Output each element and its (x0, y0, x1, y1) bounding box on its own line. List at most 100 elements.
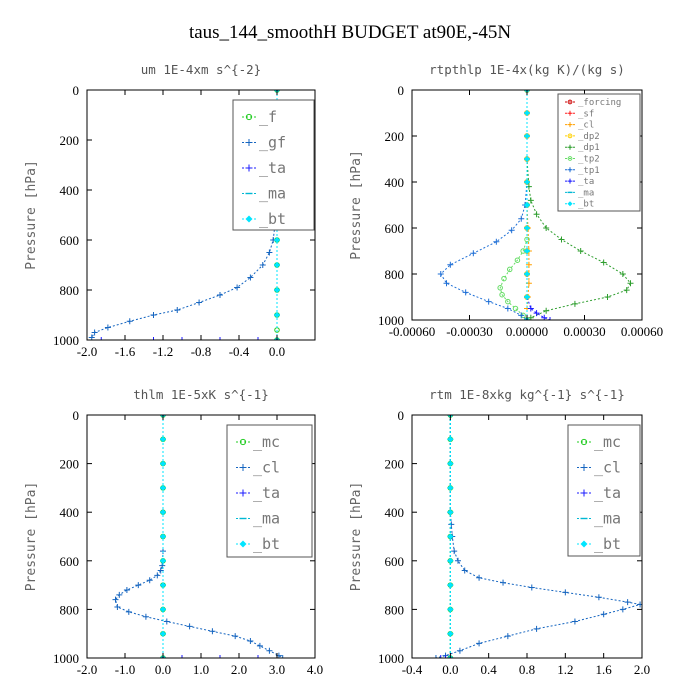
data-point (447, 436, 454, 443)
y-tick-label: 600 (60, 233, 80, 248)
data-point (524, 271, 530, 277)
data-point (91, 329, 98, 336)
data-point (623, 287, 630, 294)
data-point (217, 337, 223, 340)
data-point (160, 606, 166, 613)
legend-marker (567, 99, 573, 105)
data-point (527, 305, 534, 312)
x-tick-label: 1.0 (193, 662, 209, 677)
data-point (627, 280, 634, 287)
legend: _forcing_sf _cl_dp2_dp1 _tp2_tp1_ta_ma _bt (557, 93, 641, 212)
x-tick-label: 0.00030 (563, 324, 605, 339)
data-point (150, 337, 157, 340)
data-point (126, 318, 133, 325)
chart-panel-3: thlm 1E-5xK s^{-1} -2.0 -1.0 0.0 1.0 2.0 3.0 4.… (24, 387, 323, 677)
data-point (437, 271, 444, 277)
x-tick-label: -0.00030 (446, 324, 493, 339)
legend-marker (580, 489, 588, 497)
legend-label: _ta (594, 484, 621, 502)
legend-label: _dp1 (578, 143, 600, 153)
series-bt (160, 415, 166, 658)
series-bt (447, 415, 454, 658)
data-point (259, 262, 266, 268)
series-line (526, 90, 551, 320)
data-point (160, 509, 166, 516)
legend-marker (580, 540, 588, 548)
legend-marker (245, 139, 253, 146)
panel-title: thlm 1E-5xK s^{-1} (133, 387, 268, 402)
data-point (501, 275, 507, 282)
data-point (443, 280, 450, 287)
data-point (518, 215, 525, 222)
legend-marker (567, 110, 573, 116)
x-tick-label: 4.0 (307, 662, 323, 677)
data-point (447, 630, 454, 637)
y-tick-label: 800 (60, 602, 80, 617)
data-point (437, 655, 444, 658)
data-point (114, 603, 121, 610)
data-point (160, 557, 166, 564)
data-point (524, 225, 530, 231)
data-point (455, 557, 461, 564)
y-tick-label: 200 (60, 133, 80, 148)
legend-label: _bt (253, 535, 280, 553)
y-tick-label: 600 (385, 221, 405, 236)
data-point (533, 625, 540, 632)
data-point (256, 642, 263, 649)
chart-panel-2: rtpthlp 1E-4x(kg K)/(kg s) -0.00060 -0.000… (349, 62, 663, 339)
legend-label: _bt (259, 210, 286, 228)
legend-marker (239, 464, 247, 471)
data-point (619, 271, 626, 277)
legend-marker (239, 438, 247, 446)
legend-label: _tp2 (578, 155, 600, 165)
y-tick-label: 800 (60, 283, 80, 298)
data-point (547, 317, 553, 320)
y-tick-label: 400 (385, 505, 405, 520)
data-point (160, 460, 166, 467)
data-point (266, 647, 273, 654)
legend-marker (567, 133, 573, 139)
data-point (528, 584, 535, 591)
y-tick-label: 400 (60, 505, 80, 520)
x-tick-label: -1.2 (153, 344, 174, 359)
y-tick-label: 1000 (53, 651, 79, 666)
chart-panel-4: rtm 1E-8xkg kg^{-1} s^{-1} -0.4 0.0 0.4 0.8 1… (349, 387, 650, 677)
legend-label: _cl (578, 121, 594, 131)
x-tick-label: 0.0 (442, 662, 458, 677)
legend-label: _cl (253, 459, 280, 477)
data-point (179, 337, 185, 340)
x-tick-label: -2.0 (77, 344, 98, 359)
data-point (451, 548, 458, 555)
data-point (462, 289, 469, 296)
data-point (232, 633, 239, 640)
legend-label: _ta (578, 177, 594, 187)
legend-marker (580, 464, 588, 471)
legend-box (226, 424, 313, 558)
y-tick-label: 200 (385, 457, 405, 472)
series-tp1 (437, 90, 530, 320)
y-axis-label: Pressure [hPa] (349, 482, 364, 592)
data-point (448, 521, 455, 528)
data-point (125, 608, 132, 615)
panel-title: rtm 1E-8xkg kg^{-1} s^{-1} (429, 387, 625, 402)
y-tick-label: 600 (60, 554, 80, 569)
x-tick-label: 0.00060 (621, 324, 663, 339)
data-point (562, 589, 569, 596)
data-point (527, 197, 534, 204)
x-tick-label: 0.0 (155, 662, 171, 677)
series-line (440, 90, 528, 320)
data-point (146, 577, 153, 584)
legend-label: _ma (594, 510, 621, 528)
data-point (274, 262, 280, 268)
data-point (604, 294, 611, 300)
data-point (247, 637, 254, 644)
data-point (432, 655, 439, 658)
y-tick-label: 800 (385, 267, 405, 282)
legend-box (567, 424, 641, 557)
legend-label: _ma (578, 188, 594, 198)
data-point (543, 307, 550, 314)
legend-label: _gf (259, 134, 286, 152)
data-point (637, 601, 642, 608)
legend-label: _f (259, 108, 277, 126)
